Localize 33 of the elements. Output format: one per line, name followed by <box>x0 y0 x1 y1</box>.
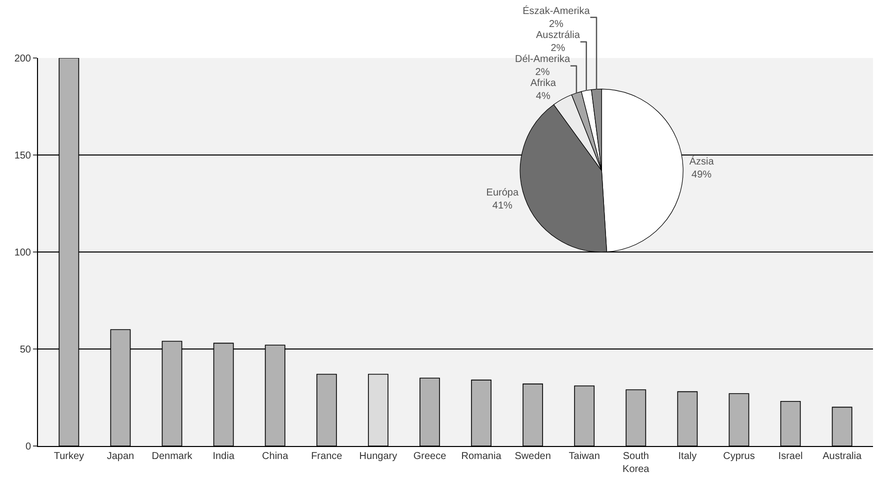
y-tick-label: 200 <box>14 54 32 64</box>
x-tick-label: Taiwan <box>568 451 600 462</box>
slice-label: Európa <box>486 187 519 198</box>
x-tick-label: India <box>212 451 235 462</box>
x-tick-label: Denmark <box>152 451 194 462</box>
data-label: 2% <box>535 66 550 78</box>
data-label: 2% <box>550 42 566 54</box>
data-label: 41% <box>492 200 513 212</box>
slice-label: Ausztrália <box>536 30 580 41</box>
data-label: 49% <box>692 169 712 180</box>
x-tick-label: Romania <box>461 451 502 462</box>
x-tick-label: Sweden <box>514 451 551 462</box>
x-tick-label: Greece <box>413 451 447 462</box>
x-tick-label: Japan <box>106 451 134 462</box>
x-tick-label: France <box>311 451 343 462</box>
x-tick-label: Israel <box>778 451 803 462</box>
data-label: 2% <box>548 18 564 30</box>
x-tick-label: Turkey <box>54 451 84 462</box>
slice-label: Afrika <box>530 78 556 89</box>
data-label: 4% <box>536 90 550 102</box>
y-tick-label: 150 <box>14 150 32 162</box>
x-tick-label: Australia <box>822 451 862 462</box>
x-tick-label: Cyprus <box>723 451 755 462</box>
x-tick-label: China <box>262 451 289 462</box>
slice-label: Dél-Amerika <box>515 54 570 65</box>
x-tick-label: South Korea <box>622 451 650 475</box>
x-tick-label: Hungary <box>359 451 398 462</box>
y-tick-label: 50 <box>20 344 32 356</box>
y-tick-label: 0 <box>25 442 32 452</box>
slice-label: Ázsia <box>689 155 714 168</box>
slice-label: Észak-Amerika <box>522 4 590 17</box>
y-tick-label: 100 <box>14 248 32 258</box>
x-tick-label: Italy <box>678 451 697 462</box>
